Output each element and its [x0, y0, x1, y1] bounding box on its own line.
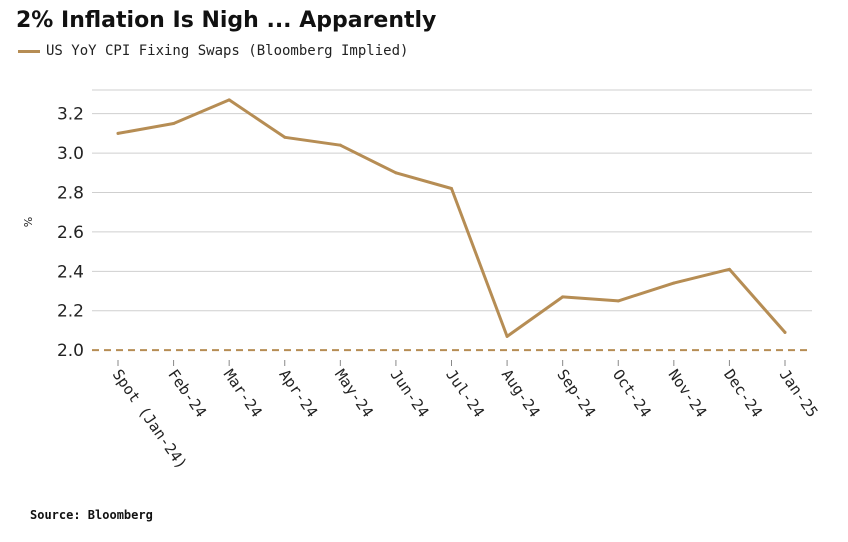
x-tick-label: Nov-24 — [665, 366, 711, 421]
data-point — [616, 299, 620, 303]
y-tick-label: 2.0 — [57, 341, 84, 361]
x-tick-label: Oct-24 — [609, 366, 655, 421]
data-point — [505, 334, 509, 338]
data-point — [227, 98, 231, 102]
x-tick-label: Dec-24 — [720, 366, 766, 421]
y-tick-label: 3.0 — [57, 144, 84, 164]
data-point — [450, 187, 453, 191]
x-tick-label: Feb-24 — [164, 366, 210, 421]
data-point — [561, 295, 565, 299]
y-tick-label: 2.8 — [57, 183, 84, 203]
series-line — [116, 98, 787, 338]
x-tick-label: Sep-24 — [553, 366, 599, 421]
data-point — [672, 281, 676, 285]
legend-swatch — [18, 49, 40, 53]
data-point — [283, 135, 287, 139]
x-tick-label: Jul-24 — [442, 366, 488, 421]
x-tick-label: Apr-24 — [275, 366, 321, 421]
y-tick-label: 2.2 — [57, 302, 84, 322]
y-tick-label: 2.6 — [57, 223, 84, 243]
data-point — [394, 171, 398, 175]
legend-label: US YoY CPI Fixing Swaps (Bloomberg Impli… — [46, 43, 409, 59]
legend: US YoY CPI Fixing Swaps (Bloomberg Impli… — [18, 43, 408, 59]
x-tick-label: Jun-24 — [387, 366, 433, 421]
data-point — [116, 131, 120, 135]
x-tick-label: Mar-24 — [220, 366, 266, 421]
data-point — [172, 122, 176, 126]
y-tick-label: 2.4 — [57, 262, 84, 282]
x-tick-label: Aug-24 — [498, 366, 544, 421]
source-note: Source: Bloomberg — [30, 508, 153, 522]
x-tick-label: May-24 — [331, 366, 377, 421]
data-point — [338, 143, 342, 147]
x-tick-label: Jan-25 — [776, 366, 822, 421]
data-point — [783, 330, 787, 334]
data-point — [727, 267, 731, 271]
y-tick-label: 3.2 — [57, 105, 84, 125]
chart-title: 2% Inflation Is Nigh ... Apparently — [16, 8, 437, 33]
y-axis-unit-label: % — [22, 217, 35, 227]
